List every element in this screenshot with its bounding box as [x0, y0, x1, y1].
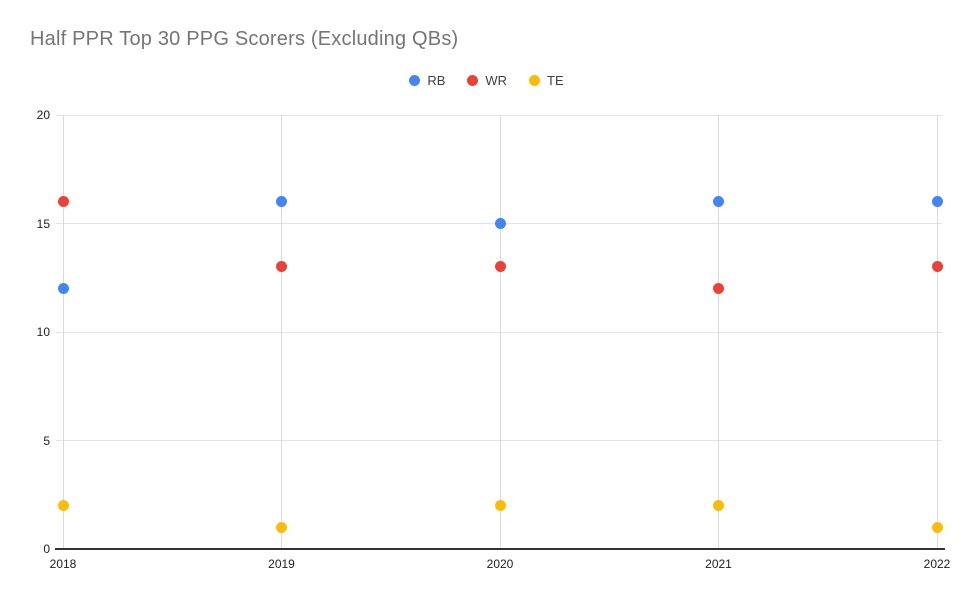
data-point-wr-2022 [931, 261, 943, 273]
x-tick-label-2018: 2018 [49, 557, 77, 571]
y-tick-label-20: 20 [36, 108, 50, 122]
data-point-wr-2020 [494, 261, 506, 273]
x-tick-label-2019: 2019 [268, 557, 295, 571]
gridline-y-5 [56, 440, 942, 441]
legend-dot-rb [409, 74, 421, 86]
chart-title: Half PPR Top 30 PPG Scorers (Excluding Q… [30, 28, 459, 50]
gridline-y-10 [56, 331, 942, 333]
y-tick-label-10: 10 [36, 325, 50, 339]
gridline-x-2019 [281, 115, 282, 549]
data-point-wr-2021 [713, 283, 724, 295]
x-tick-label-2021: 2021 [705, 557, 732, 571]
y-tick-label-5: 5 [43, 433, 50, 448]
data-point-te-2022 [931, 521, 943, 533]
data-point-te-2018 [57, 500, 69, 512]
legend-item-wr: WR [467, 73, 507, 88]
y-tick-label-0: 0 [43, 542, 50, 556]
legend-label: TE [547, 72, 564, 88]
legend-label: WR [485, 72, 508, 88]
x-tick-label-2022: 2022 [923, 557, 951, 571]
data-point-rb-2022 [931, 196, 943, 208]
gridline-x-2021 [718, 115, 719, 549]
data-point-rb-2019 [276, 196, 287, 208]
gridline-x-2022 [936, 115, 938, 549]
data-point-rb-2020 [494, 218, 506, 229]
legend-item-rb: RB [409, 73, 445, 88]
x-axis-line [55, 548, 945, 550]
legend-item-te: TE [529, 73, 564, 88]
plot-area [56, 114, 943, 549]
x-tick-label-2020: 2020 [486, 557, 514, 571]
legend-dot-te [529, 74, 541, 86]
y-tick-label-15: 15 [36, 216, 50, 231]
data-point-te-2019 [276, 521, 287, 533]
data-point-te-2021 [713, 500, 724, 512]
data-point-wr-2018 [57, 196, 69, 208]
gridline-x-2018 [62, 115, 64, 549]
data-point-rb-2021 [713, 196, 724, 208]
legend-label: RB [427, 72, 446, 88]
gridline-y-20 [56, 114, 942, 116]
gridline-x-2020 [499, 115, 501, 549]
data-point-te-2020 [494, 500, 506, 512]
data-point-wr-2019 [276, 261, 287, 273]
data-point-rb-2018 [57, 283, 69, 295]
legend: RB WR TE [0, 72, 973, 88]
legend-dot-wr [467, 74, 479, 86]
